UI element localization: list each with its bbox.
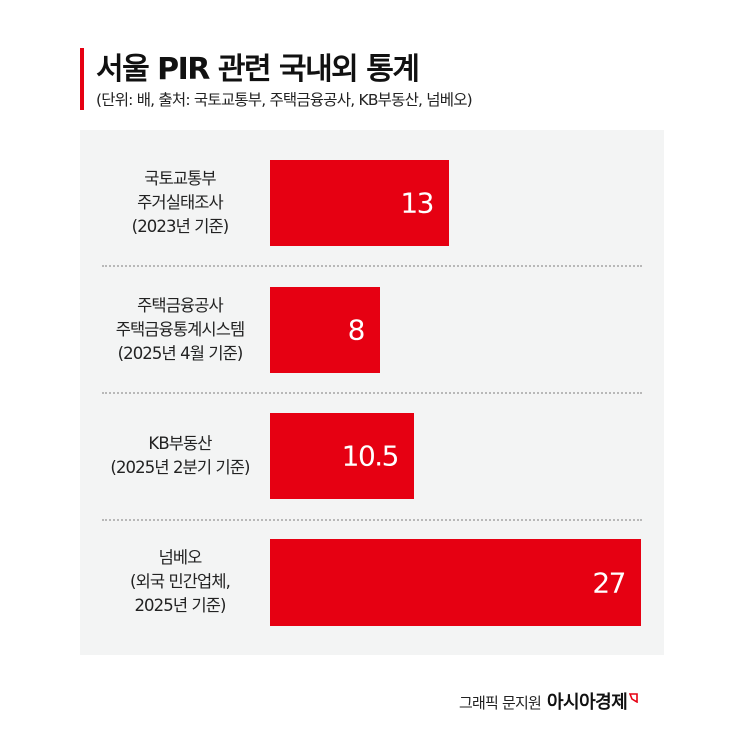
bar-row: 국토교통부 주거실태조사 (2023년 기준) 13 — [80, 160, 664, 246]
bar-value: 27 — [592, 566, 626, 599]
brand-logo-text: 아시아경제 — [546, 692, 628, 713]
chart-subtitle: (단위: 배, 출처: 국토교통부, 주택금융공사, KB부동산, 넘베오) — [96, 91, 473, 109]
label-line: 넘베오 — [158, 548, 203, 567]
label-line: KB부동산 — [148, 434, 212, 453]
row-divider — [102, 265, 642, 267]
bar: 10.5 — [270, 413, 414, 499]
title-accent-bar — [80, 48, 84, 110]
label-line: 주택금융공사 — [137, 296, 224, 315]
graphic-credit: 그래픽 문지원 — [459, 694, 542, 712]
row-divider — [102, 519, 642, 521]
bar-row: 주택금융공사 주택금융통계시스템 (2025년 4월 기준) 8 — [80, 287, 664, 373]
bar-label: 주택금융공사 주택금융통계시스템 (2025년 4월 기준) — [90, 294, 270, 366]
row-divider — [102, 392, 642, 394]
bar: 13 — [270, 160, 449, 246]
label-line: (2025년 2분기 기준) — [110, 458, 250, 477]
bar-label: 넘베오 (외국 민간업체, 2025년 기준) — [90, 546, 270, 618]
footer-credit: 그래픽 문지원 아시아경제 — [459, 688, 639, 714]
bar-value: 8 — [347, 313, 366, 347]
bar-value: 13 — [400, 186, 434, 220]
label-line: 국토교통부 — [144, 169, 216, 188]
red-flag-icon — [629, 689, 639, 707]
chart-panel: 국토교통부 주거실태조사 (2023년 기준) 13 주택금융공사 주택금융통계… — [80, 130, 664, 655]
bar-label: KB부동산 (2025년 2분기 기준) — [90, 432, 270, 480]
label-line: 2025년 기준) — [134, 596, 226, 615]
label-line: 주거실태조사 — [137, 193, 224, 212]
bar-row: 넘베오 (외국 민간업체, 2025년 기준) 27 — [80, 539, 664, 626]
bar-label: 국토교통부 주거실태조사 (2023년 기준) — [90, 167, 270, 239]
label-line: (외국 민간업체, — [130, 572, 231, 591]
label-line: (2025년 4월 기준) — [117, 344, 244, 363]
chart-title: 서울 PIR 관련 국내외 통계 — [96, 52, 420, 87]
label-line: 주택금융통계시스템 — [115, 320, 245, 339]
label-line: (2023년 기준) — [131, 217, 230, 236]
bar: 8 — [270, 287, 380, 373]
bar: 27 — [270, 539, 641, 626]
bar-value: 10.5 — [341, 439, 400, 473]
bar-row: KB부동산 (2025년 2분기 기준) 10.5 — [80, 413, 664, 499]
